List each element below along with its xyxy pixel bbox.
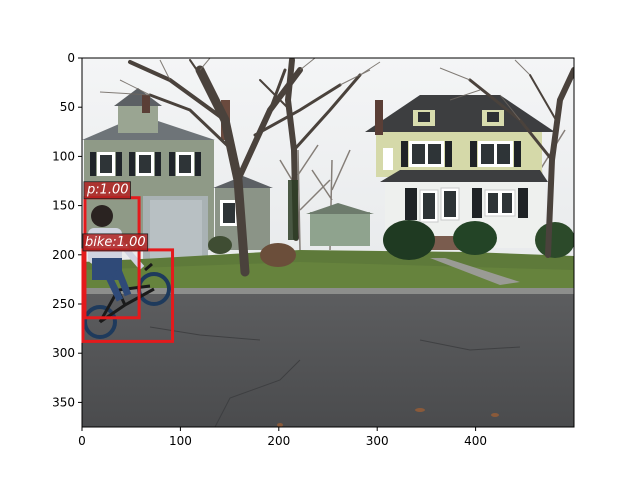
x-tick-label: 300 [366, 434, 389, 448]
street-photo [82, 58, 574, 427]
y-tick-label: 200 [52, 248, 75, 262]
x-axis: 0 100 200 300 400 [78, 427, 487, 448]
detection-label: p:1.00 [86, 183, 129, 198]
detection-bicycle: bike:1.00 [81, 233, 175, 343]
detections-layer: p:1.00 bike:1.00 [81, 181, 175, 343]
detection-label-bg [82, 233, 149, 252]
x-tick-label: 0 [78, 434, 86, 448]
y-tick-label: 0 [67, 51, 75, 65]
detection-person: p:1.00 [83, 181, 141, 320]
y-axis: 0 50 100 150 200 250 300 350 [52, 51, 82, 409]
y-tick-label: 350 [52, 395, 75, 409]
x-tick-label: 400 [464, 434, 487, 448]
axes-frame [81, 57, 575, 428]
y-tick-label: 100 [52, 149, 75, 163]
x-tick-label: 100 [169, 434, 192, 448]
detection-label: bike:1.00 [85, 235, 146, 250]
y-tick-label: 300 [52, 346, 75, 360]
x-tick-label: 200 [267, 434, 290, 448]
y-tick-label: 150 [52, 199, 75, 213]
detection-label-bg [83, 181, 131, 200]
y-tick-label: 250 [52, 297, 75, 311]
y-tick-label: 50 [60, 100, 75, 114]
